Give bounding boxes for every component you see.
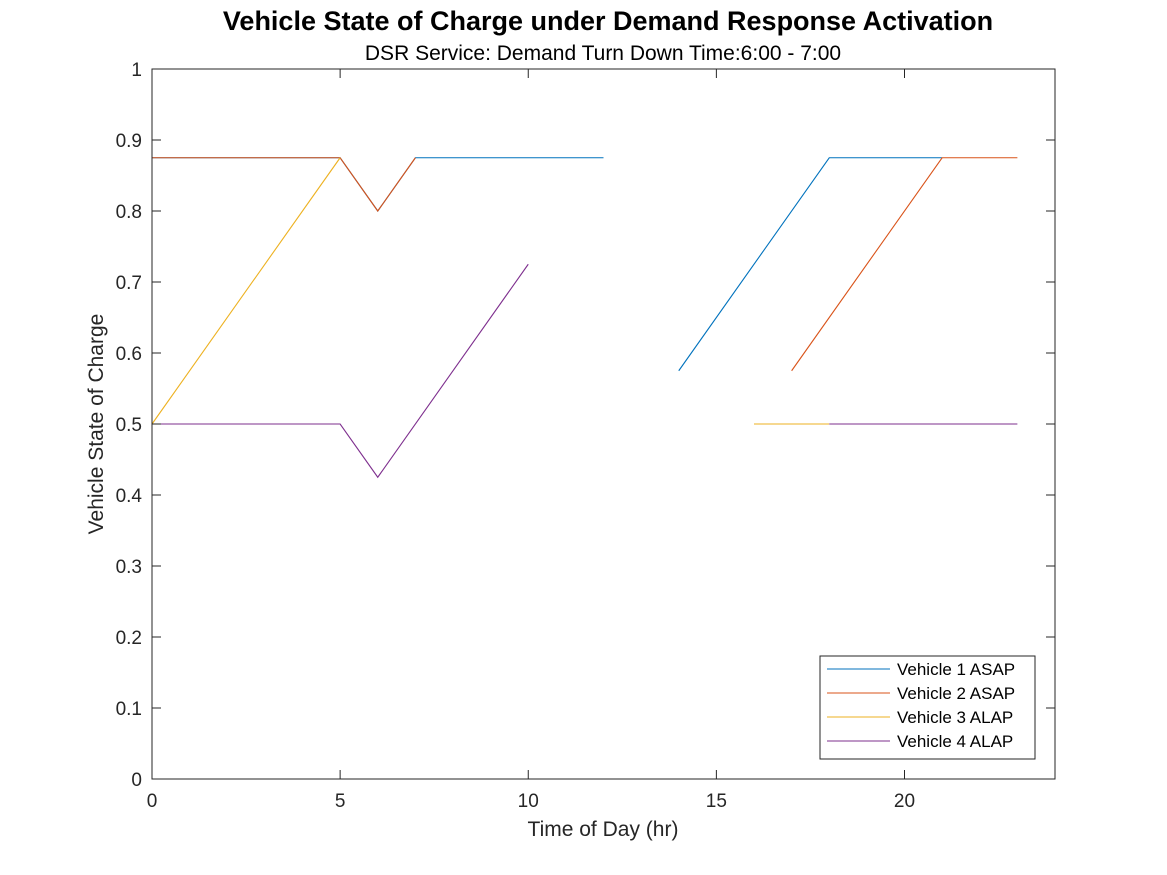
x-tick-label: 20 (894, 791, 915, 812)
series-line-vehicle-4 (152, 263, 529, 479)
y-tick-label: 0.8 (116, 202, 142, 223)
series-line-vehicle-2 (152, 157, 416, 212)
y-axis: 0 0.1 0.2 0.3 0.4 0.5 0.6 0.7 0.8 0.9 1 (116, 60, 1055, 791)
y-tick-label: 0.7 (116, 273, 142, 294)
y-tick-label: 0.9 (116, 131, 142, 152)
y-tick-label: 0.6 (116, 344, 142, 365)
x-tick-label: 5 (335, 791, 346, 812)
series-line-vehicle-3 (151, 157, 341, 425)
x-tick-label: 15 (706, 791, 727, 812)
y-tick-label: 0 (131, 770, 142, 791)
series-line-vehicle-1 (678, 157, 943, 372)
legend: Vehicle 1 ASAP Vehicle 2 ASAP Vehicle 3 AL… (819, 655, 1036, 760)
y-tick-label: 0.3 (116, 557, 142, 578)
legend-label: Vehicle 2 ASAP (897, 684, 1015, 703)
y-tick-label: 1 (131, 60, 142, 81)
y-tick-label: 0.5 (116, 415, 142, 436)
x-axis: 0 5 10 15 20 (147, 69, 915, 812)
y-tick-label: 0.4 (116, 486, 143, 507)
y-tick-label: 0.1 (116, 699, 142, 720)
x-tick-label: 0 (147, 791, 158, 812)
x-axis-label: Time of Day (hr) (528, 818, 679, 841)
legend-label: Vehicle 4 ALAP (897, 732, 1013, 751)
y-axis-label: Vehicle State of Charge (85, 314, 108, 535)
series-line-vehicle-1 (152, 157, 604, 212)
legend-box (819, 655, 1036, 760)
x-tick-label: 10 (518, 791, 539, 812)
series-line-vehicle-2 (791, 157, 1018, 372)
legend-label: Vehicle 1 ASAP (897, 660, 1015, 679)
chart-title: Vehicle State of Charge under Demand Res… (223, 6, 993, 36)
legend-label: Vehicle 3 ALAP (897, 708, 1013, 727)
plot-lines (151, 157, 1018, 479)
y-tick-label: 0.2 (116, 628, 142, 649)
chart-subtitle: DSR Service: Demand Turn Down Time:6:00 … (365, 42, 841, 65)
